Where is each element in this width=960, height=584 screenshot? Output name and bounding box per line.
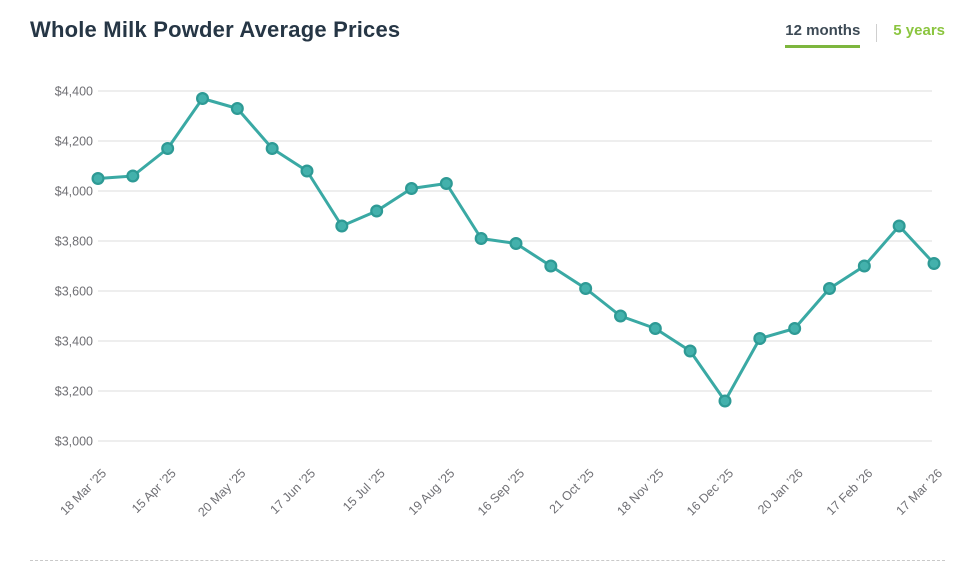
data-point[interactable] — [718, 394, 732, 408]
x-axis-tick-label: 21 Oct ’25 — [547, 466, 597, 516]
x-axis-tick-label: 15 Jul ’25 — [340, 466, 388, 514]
x-axis-tick-label: 20 Jan ’26 — [755, 466, 806, 517]
data-point[interactable] — [230, 101, 244, 115]
bottom-dashed-divider — [30, 560, 945, 561]
data-point[interactable] — [196, 91, 210, 105]
page-title: Whole Milk Powder Average Prices — [30, 17, 401, 42]
x-axis-tick-label: 20 May ’25 — [195, 466, 248, 519]
data-point[interactable] — [300, 164, 314, 178]
data-point[interactable] — [335, 219, 349, 233]
tab-divider — [876, 24, 878, 42]
data-point[interactable] — [265, 142, 279, 156]
data-point[interactable] — [683, 344, 697, 358]
data-point[interactable] — [613, 309, 627, 323]
y-axis-tick-label: $4,200 — [55, 135, 93, 149]
x-axis-tick-label: 17 Feb ’26 — [824, 466, 876, 518]
y-axis-tick-label: $4,000 — [55, 185, 93, 199]
data-point[interactable] — [405, 182, 419, 196]
data-point[interactable] — [788, 322, 802, 336]
x-axis-tick-label: 18 Nov ’25 — [614, 466, 666, 518]
data-point[interactable] — [927, 257, 941, 271]
x-axis-tick-label: 17 Jun ’25 — [267, 466, 318, 517]
chart-header: Whole Milk Powder Average Prices 12 mont… — [0, 0, 960, 48]
data-point[interactable] — [370, 204, 384, 218]
y-axis-tick-label: $3,600 — [55, 285, 93, 299]
x-axis-tick-label: 19 Aug ’25 — [406, 466, 458, 518]
y-axis-tick-label: $3,400 — [55, 335, 93, 349]
x-axis-tick-label: 15 Apr ’25 — [129, 466, 179, 516]
data-point[interactable] — [857, 259, 871, 273]
data-point[interactable] — [161, 142, 175, 156]
data-point[interactable] — [648, 322, 662, 336]
x-axis-tick-label: 18 Mar ’25 — [57, 466, 109, 518]
data-point[interactable] — [509, 237, 523, 251]
tab-12-months[interactable]: 12 months — [785, 23, 861, 48]
time-range-tabs: 12 months 5 years — [785, 23, 945, 48]
y-axis-tick-label: $3,800 — [55, 235, 93, 249]
data-point[interactable] — [91, 172, 105, 186]
data-point[interactable] — [892, 219, 906, 233]
x-axis-tick-label: 16 Sep ’25 — [475, 466, 527, 518]
tab-5-years[interactable]: 5 years — [893, 22, 945, 39]
data-point[interactable] — [474, 232, 488, 246]
y-axis-tick-label: $4,400 — [55, 85, 93, 99]
x-axis-tick-label: 16 Dec ’25 — [684, 466, 736, 518]
data-point[interactable] — [822, 282, 836, 296]
data-point[interactable] — [439, 177, 453, 191]
y-axis-tick-label: $3,000 — [55, 435, 93, 449]
data-point[interactable] — [579, 282, 593, 296]
data-point[interactable] — [544, 259, 558, 273]
data-point[interactable] — [126, 169, 140, 183]
x-axis-tick-label: 17 Mar ’26 — [893, 466, 945, 518]
y-axis-tick-label: $3,200 — [55, 385, 93, 399]
data-point[interactable] — [753, 332, 767, 346]
